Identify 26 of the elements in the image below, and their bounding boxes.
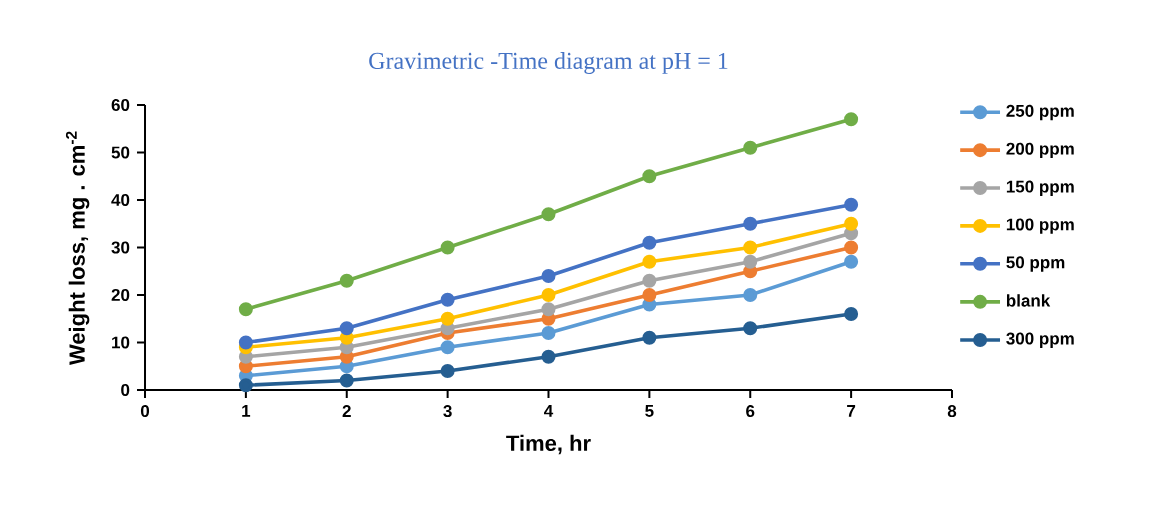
legend-label: 50 ppm [1006,256,1065,272]
y-tick-label: 30 [111,241,130,254]
x-tick-label: 2 [342,405,351,417]
y-tick-label: 50 [111,146,130,159]
x-tick-label: 8 [947,405,957,418]
y-tick-label: 20 [111,288,130,301]
chart-title: Gravimetric -Time diagram at pH = 1 [369,52,728,74]
x-tick-label: 1 [242,405,251,417]
y-tick-label: 0 [121,383,130,396]
legend-label: 250 ppm [1006,104,1074,121]
legend-label: 200 ppm [1006,142,1074,159]
x-tick-label: 7 [847,405,856,417]
x-tick-label: 0 [140,405,150,418]
legend-label: 150 ppm [1006,180,1074,196]
y-tick-label: 10 [112,336,130,349]
x-tick-label: 6 [746,405,755,418]
y-tick-label: 60 [111,99,130,112]
legend-label: 300 ppm [1006,332,1074,348]
legend-label: blank [1006,294,1051,307]
x-tick-label: 4 [544,405,554,417]
legend-label: 100 ppm [1006,218,1074,234]
x-tick-label: 3 [443,405,452,418]
x-tick-label: 5 [645,405,654,417]
y-tick-label: 40 [111,193,130,206]
x-axis-title: Time, hr [506,434,591,455]
y-axis-title: Weight loss, mg . cm$^{-2}$ [65,131,90,366]
